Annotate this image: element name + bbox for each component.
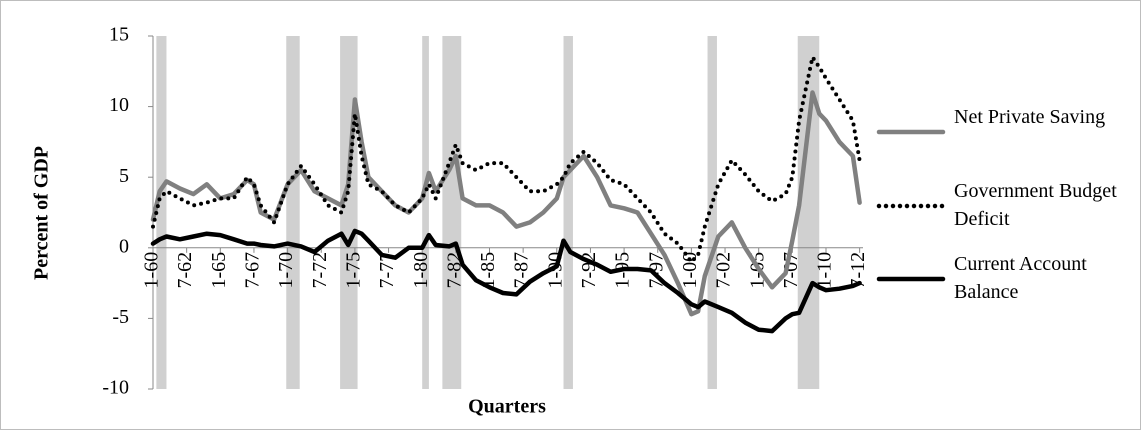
x-tick-label: 7-12 [847,252,869,289]
y-tick-label: 10 [109,94,129,116]
y-tick-label: 15 [109,24,129,46]
recession-band [286,36,300,389]
x-tick-label: 1-00 [679,252,701,289]
series-line [150,228,862,334]
x-tick-label: 1-85 [477,252,499,289]
x-tick-label: 1-80 [410,252,432,289]
y-tick-label: 0 [119,235,129,257]
x-tick-label: 7-77 [376,252,398,289]
x-tick-label: 7-87 [511,252,533,289]
recession-band [422,36,429,389]
x-axis-label: Quarters [468,396,546,418]
recession-band [156,36,167,389]
x-tick-label: 1-60 [141,252,163,289]
x-tick-label: 1-65 [208,252,230,289]
legend-label: Government Budget Deficit [954,180,1117,230]
recession-band [563,36,573,389]
legend-label: Current Account Balance [954,253,1087,303]
x-tick-label: 7-07 [780,252,802,289]
y-tick-label: 5 [119,165,129,187]
recession-band [707,36,717,389]
recession-band [442,36,462,389]
y-axis-label: Percent of GDP [31,146,53,280]
y-tick-label: -5 [112,306,129,328]
x-tick-label: 1-90 [544,252,566,289]
x-tick-label: 1-75 [342,252,364,289]
x-tick-label: 7-62 [174,252,196,289]
legend-label: Net Private Saving [954,106,1106,128]
x-tick-label: 7-72 [309,252,331,289]
y-tick-label: -10 [102,377,129,399]
x-tick-label: 7-67 [242,252,264,289]
recession-band [797,36,820,389]
x-tick-label: 1-70 [275,252,297,289]
series-line [151,55,862,264]
x-tick-label: 7-02 [713,252,735,289]
x-tick-label: 1-10 [814,252,836,289]
series-line [150,90,862,317]
